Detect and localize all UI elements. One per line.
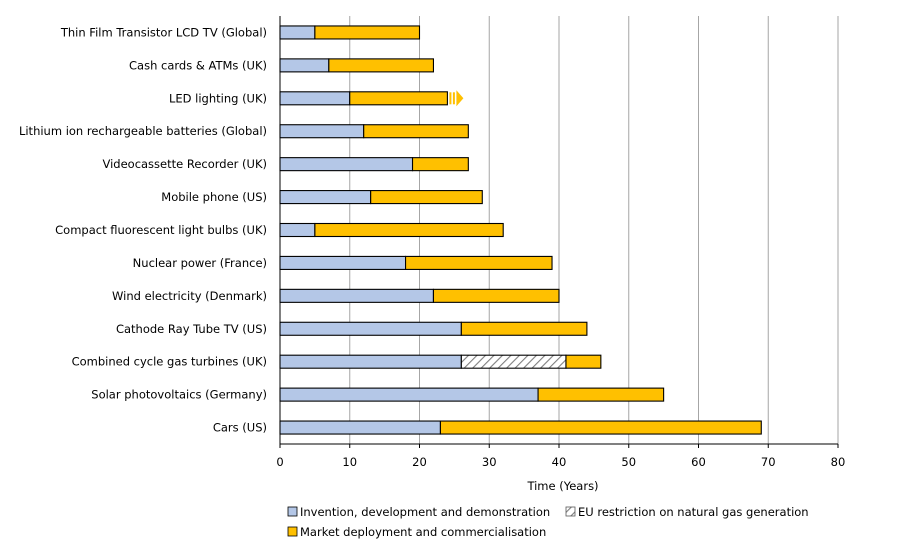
bar-segment-series-2 [411,157,469,172]
category-label: Wind electricity (Denmark) [112,289,267,303]
category-label: Solar photovoltaics (Germany) [91,388,267,402]
legend-label: Invention, development and demonstration [300,505,550,519]
bar-segment-series-0 [279,58,330,73]
bar-segment-series-2 [537,387,665,402]
bar-segment-series-0 [279,222,316,238]
bar-segment-series-0 [279,321,462,336]
category-label: Lithium ion rechargeable batteries (Glob… [19,124,267,138]
bar-segment-series-2 [314,25,421,40]
legend-label: EU restriction on natural gas generation [578,505,809,519]
legend: Invention, development and demonstration… [287,505,809,539]
x-tick-labels: 0 10 20 30 40 50 60 70 80 [276,455,845,469]
category-label: Compact fluorescent light bulbs (UK) [55,223,267,237]
x-tick-label: 70 [761,455,776,469]
bar-segment-series-0 [279,354,462,369]
bar-segment-series-2 [314,222,504,238]
category-label: Videocassette Recorder (UK) [102,157,267,171]
category-label: Nuclear power (France) [133,256,267,270]
bar-segment-series-1 [460,354,567,369]
bar-segment-series-2 [349,91,448,106]
bar-segment-series-2 [363,124,469,139]
bar-segment-series-2 [328,58,435,73]
bar-segment-series-0 [279,288,434,303]
bar-segment-series-2 [439,420,762,435]
legend-swatch [287,526,298,537]
bar-segment-series-0 [279,124,365,139]
x-tick-label: 10 [342,455,357,469]
legend-label: Market deployment and commercialisation [300,525,546,539]
x-tick-label: 40 [552,455,567,469]
bar-segment-series-0 [279,420,441,435]
x-axis-title: Time (Years) [526,479,598,493]
bar-segment-series-2 [404,255,553,270]
legend-swatch [287,506,298,517]
x-tick-label: 30 [482,455,497,469]
category-labels: Thin Film Transistor LCD TV (Global) Cash… [19,25,267,434]
bars [279,25,762,435]
category-label: Thin Film Transistor LCD TV (Global) [60,25,267,39]
x-tick-label: 0 [276,455,283,469]
bar-segment-series-0 [279,387,539,402]
bar-segment-series-2 [370,190,483,205]
category-label: Mobile phone (US) [161,190,267,204]
ongoing-arrow-icon [449,90,464,107]
bar-segment-series-0 [279,190,372,205]
bar-segment-series-0 [279,157,414,172]
bar-segment-series-2 [565,354,602,369]
x-tick-label: 20 [412,455,427,469]
bar-segment-series-2 [460,321,588,336]
category-label: LED lighting (UK) [169,91,267,105]
legend-swatch [565,506,576,517]
category-label: Cars (US) [213,421,267,435]
x-tick-label: 80 [831,455,846,469]
category-label: Cash cards & ATMs (UK) [129,58,267,72]
category-label: Cathode Ray Tube TV (US) [116,322,267,336]
bar-segment-series-2 [432,288,560,303]
bar-segment-series-0 [279,91,351,106]
category-label: Combined cycle gas turbines (UK) [72,355,267,369]
bar-segment-series-0 [279,255,407,270]
x-tick-label: 60 [691,455,706,469]
x-tick-label: 50 [621,455,636,469]
axes [279,16,839,448]
bar-segment-series-0 [279,25,316,40]
